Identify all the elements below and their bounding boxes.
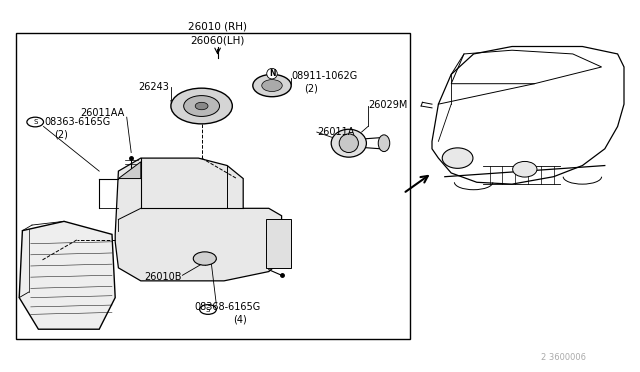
Polygon shape xyxy=(19,221,115,329)
Circle shape xyxy=(253,74,291,97)
Circle shape xyxy=(262,80,282,92)
Text: S: S xyxy=(206,307,210,312)
Circle shape xyxy=(195,102,208,110)
Circle shape xyxy=(171,88,232,124)
Ellipse shape xyxy=(442,148,473,168)
Text: 26010 (RH): 26010 (RH) xyxy=(188,21,247,31)
Polygon shape xyxy=(118,162,141,179)
Text: 26029M: 26029M xyxy=(368,100,408,110)
Text: (2): (2) xyxy=(54,130,68,140)
Text: 08911-1062G: 08911-1062G xyxy=(291,71,358,81)
Text: 26060(LH): 26060(LH) xyxy=(191,36,244,46)
Text: 2 3600006: 2 3600006 xyxy=(541,353,586,362)
Ellipse shape xyxy=(378,135,390,152)
Polygon shape xyxy=(115,158,282,281)
Text: 26243: 26243 xyxy=(139,83,170,92)
Text: 26010B: 26010B xyxy=(145,272,182,282)
Bar xyxy=(266,219,291,268)
Ellipse shape xyxy=(513,161,537,177)
Text: S: S xyxy=(33,119,37,125)
Text: 08368-6165G: 08368-6165G xyxy=(194,302,260,312)
Text: 26011A: 26011A xyxy=(317,127,354,137)
Text: 26011AA: 26011AA xyxy=(81,109,125,118)
Ellipse shape xyxy=(339,134,358,153)
Bar xyxy=(16,33,410,339)
Ellipse shape xyxy=(332,129,367,157)
Circle shape xyxy=(184,96,220,116)
Circle shape xyxy=(193,252,216,265)
Text: N: N xyxy=(269,69,275,78)
Text: (4): (4) xyxy=(233,314,247,324)
Text: 08363-6165G: 08363-6165G xyxy=(45,117,111,127)
Text: (2): (2) xyxy=(304,84,318,93)
